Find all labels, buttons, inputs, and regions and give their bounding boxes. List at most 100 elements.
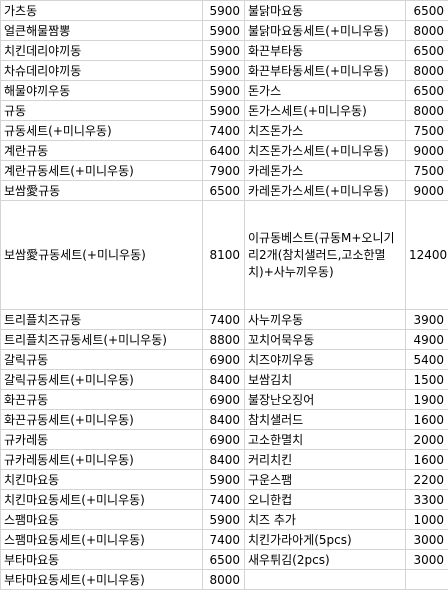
menu-item-cell[interactable]: 치킨마요동 — [0, 469, 203, 490]
menu-item-cell[interactable]: 가츠동 — [0, 0, 203, 21]
price-cell[interactable]: 7400 — [202, 309, 245, 330]
menu-item-cell[interactable]: 화끈부타동세트(+미니우동) — [244, 60, 406, 81]
menu-item-cell[interactable]: 화끈규동세트(+미니우동) — [0, 409, 203, 430]
price-cell[interactable]: 5900 — [202, 509, 245, 530]
price-cell[interactable]: 1000 — [405, 509, 448, 530]
menu-item-cell[interactable]: 보쌈김치 — [244, 369, 406, 390]
menu-item-cell[interactable]: 사누끼우동 — [244, 309, 406, 330]
price-cell[interactable]: 1600 — [405, 409, 448, 430]
menu-item-cell[interactable]: 얼큰해물짬뽕 — [0, 20, 203, 41]
price-cell[interactable]: 1500 — [405, 369, 448, 390]
price-cell[interactable]: 8000 — [202, 569, 245, 590]
price-cell[interactable]: 3900 — [405, 309, 448, 330]
price-cell[interactable]: 7400 — [202, 489, 245, 510]
price-cell[interactable]: 8100 — [202, 200, 245, 310]
menu-item-cell[interactable]: 스팸마요동 — [0, 509, 203, 530]
price-cell[interactable]: 6400 — [202, 140, 245, 161]
menu-item-cell[interactable]: 해물야끼우동 — [0, 80, 203, 101]
price-cell[interactable]: 9000 — [405, 180, 448, 201]
menu-item-cell[interactable]: 규동 — [0, 100, 203, 121]
price-cell[interactable]: 6500 — [202, 549, 245, 570]
price-cell[interactable]: 8000 — [405, 100, 448, 121]
price-cell[interactable]: 8400 — [202, 449, 245, 470]
menu-item-cell[interactable]: 구운스팸 — [244, 469, 406, 490]
price-cell[interactable]: 5900 — [202, 469, 245, 490]
menu-item-cell[interactable]: 돈가스 — [244, 80, 406, 101]
price-cell[interactable]: 8400 — [202, 409, 245, 430]
menu-item-cell[interactable]: 규동세트(+미니우동) — [0, 120, 203, 141]
price-cell[interactable]: 6900 — [202, 429, 245, 450]
price-cell[interactable]: 5900 — [202, 100, 245, 121]
menu-item-cell[interactable]: 이규동베스트(규동M+오니기리2개(참치샐러드,고소한멸치)+사누끼우동) — [244, 200, 406, 310]
menu-item-cell[interactable]: 화끈부타동 — [244, 40, 406, 61]
menu-item-cell[interactable]: 치즈돈가스 — [244, 120, 406, 141]
price-cell[interactable]: 7500 — [405, 120, 448, 141]
price-cell[interactable]: 6500 — [405, 0, 448, 21]
price-cell[interactable]: 6500 — [405, 40, 448, 61]
menu-item-cell[interactable]: 카레돈가스세트(+미니우동) — [244, 180, 406, 201]
price-cell[interactable]: 5900 — [202, 20, 245, 41]
price-cell[interactable]: 6500 — [405, 80, 448, 101]
menu-item-cell[interactable]: 부타마요동 — [0, 549, 203, 570]
menu-item-cell[interactable]: 차슈데리야끼동 — [0, 60, 203, 81]
menu-item-cell[interactable]: 규카레동 — [0, 429, 203, 450]
price-cell[interactable]: 1600 — [405, 449, 448, 470]
price-cell[interactable]: 2200 — [405, 469, 448, 490]
menu-item-cell[interactable]: 치즈 추가 — [244, 509, 406, 530]
menu-item-cell[interactable]: 보쌈愛규동 — [0, 180, 203, 201]
price-cell[interactable]: 7500 — [405, 160, 448, 181]
menu-item-cell[interactable]: 카레돈가스 — [244, 160, 406, 181]
menu-item-cell[interactable] — [244, 569, 406, 590]
price-cell[interactable]: 5900 — [202, 0, 245, 21]
menu-item-cell[interactable]: 고소한멸치 — [244, 429, 406, 450]
menu-item-cell[interactable]: 트리플치즈규동세트(+미니우동) — [0, 329, 203, 350]
price-cell[interactable]: 8400 — [202, 369, 245, 390]
menu-item-cell[interactable]: 보쌈愛규동세트(+미니우동) — [0, 200, 203, 310]
price-cell[interactable]: 8000 — [405, 20, 448, 41]
menu-item-cell[interactable]: 규카레동세트(+미니우동) — [0, 449, 203, 470]
menu-item-cell[interactable]: 스팸마요동세트(+미니우동) — [0, 529, 203, 550]
menu-item-cell[interactable]: 꼬치어묵우동 — [244, 329, 406, 350]
menu-item-cell[interactable]: 참치샐러드 — [244, 409, 406, 430]
price-cell[interactable]: 7400 — [202, 529, 245, 550]
menu-item-cell[interactable]: 계란규동 — [0, 140, 203, 161]
menu-item-cell[interactable]: 돈가스세트(+미니우동) — [244, 100, 406, 121]
price-cell[interactable]: 3000 — [405, 529, 448, 550]
menu-item-cell[interactable]: 치즈돈가스세트(+미니우동) — [244, 140, 406, 161]
menu-item-cell[interactable]: 치킨데리야끼동 — [0, 40, 203, 61]
menu-item-cell[interactable]: 치즈야끼우동 — [244, 349, 406, 370]
price-cell[interactable]: 9000 — [405, 140, 448, 161]
menu-item-cell[interactable]: 오니한컵 — [244, 489, 406, 510]
menu-item-cell[interactable]: 갈릭규동세트(+미니우동) — [0, 369, 203, 390]
menu-item-cell[interactable]: 불장난오징어 — [244, 389, 406, 410]
menu-item-cell[interactable]: 불닭마요동 — [244, 0, 406, 21]
price-cell[interactable]: 7400 — [202, 120, 245, 141]
price-cell[interactable]: 6900 — [202, 389, 245, 410]
price-cell[interactable]: 8800 — [202, 329, 245, 350]
price-cell[interactable]: 2000 — [405, 429, 448, 450]
menu-item-cell[interactable]: 커리치킨 — [244, 449, 406, 470]
price-cell[interactable]: 8000 — [405, 60, 448, 81]
price-cell[interactable]: 5400 — [405, 349, 448, 370]
price-cell[interactable] — [405, 569, 448, 590]
menu-item-cell[interactable]: 트리플치즈규동 — [0, 309, 203, 330]
price-cell[interactable]: 1900 — [405, 389, 448, 410]
price-cell[interactable]: 6900 — [202, 349, 245, 370]
price-cell[interactable]: 12400 — [405, 200, 448, 310]
price-cell[interactable]: 5900 — [202, 60, 245, 81]
price-cell[interactable]: 4900 — [405, 329, 448, 350]
price-cell[interactable]: 5900 — [202, 40, 245, 61]
menu-item-cell[interactable]: 계란규동세트(+미니우동) — [0, 160, 203, 181]
menu-item-cell[interactable]: 치킨가라아게(5pcs) — [244, 529, 406, 550]
price-cell[interactable]: 3000 — [405, 549, 448, 570]
menu-item-cell[interactable]: 부타마요동세트(+미니우동) — [0, 569, 203, 590]
menu-item-cell[interactable]: 치킨마요동세트(+미니우동) — [0, 489, 203, 510]
menu-item-cell[interactable]: 갈릭규동 — [0, 349, 203, 370]
price-cell[interactable]: 5900 — [202, 80, 245, 101]
menu-item-cell[interactable]: 불닭마요동세트(+미니우동) — [244, 20, 406, 41]
price-cell[interactable]: 6500 — [202, 180, 245, 201]
price-cell[interactable]: 7900 — [202, 160, 245, 181]
menu-item-cell[interactable]: 새우튀김(2pcs) — [244, 549, 406, 570]
menu-item-cell[interactable]: 화끈규동 — [0, 389, 203, 410]
price-cell[interactable]: 3300 — [405, 489, 448, 510]
